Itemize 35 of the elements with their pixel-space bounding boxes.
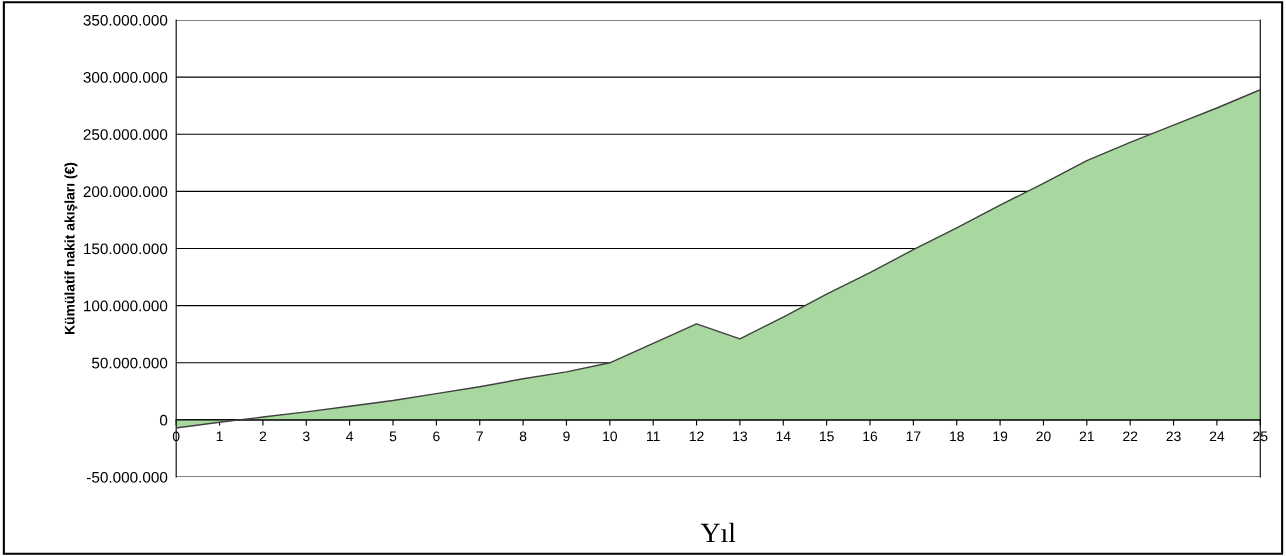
y-tick-label: 150.000.000 — [84, 243, 168, 255]
x-axis-title: Yıl — [700, 522, 736, 543]
x-tick-label: 13 — [733, 431, 748, 442]
x-tick-label: 3 — [302, 431, 310, 442]
x-tick-label: 19 — [993, 431, 1008, 442]
y-tick-label: 0 — [159, 414, 168, 426]
y-tick-label: 200.000.000 — [83, 186, 168, 198]
x-tick-label: 20 — [1036, 431, 1051, 442]
x-tick-label: 14 — [776, 431, 791, 442]
y-tick-label: 100.000.000 — [84, 300, 168, 312]
y-axis-title: Kümülatif nakit akışları (€) — [64, 162, 78, 335]
x-tick-label: 5 — [389, 431, 397, 442]
y-tick-label: -50.000.000 — [86, 471, 168, 483]
x-tick-label: 24 — [1209, 431, 1225, 442]
x-tick-label: 18 — [950, 431, 964, 442]
y-tick-label: 300.000.000 — [83, 72, 168, 83]
x-tick-label: 10 — [603, 431, 617, 442]
y-tick-label: 350.000.000 — [83, 14, 168, 26]
x-tick-label: 12 — [689, 431, 704, 442]
x-tick-label: 2 — [259, 431, 267, 442]
x-tick-label: 23 — [1166, 431, 1181, 442]
x-tick-label: 17 — [906, 431, 921, 442]
x-tick-label: 16 — [863, 431, 878, 442]
x-tick-label: 15 — [819, 431, 834, 442]
x-tick-label: 21 — [1079, 431, 1094, 442]
x-tick-label: 9 — [563, 431, 570, 442]
y-tick-label: 50.000.000 — [92, 357, 168, 369]
x-tick-label: 8 — [519, 431, 527, 442]
x-tick-label: 4 — [346, 431, 354, 442]
x-tick-label: 11 — [647, 431, 660, 442]
x-tick-label: 7 — [476, 431, 483, 442]
x-tick-label: 6 — [433, 431, 440, 442]
y-tick-label: 250.000.000 — [83, 129, 168, 140]
x-tick-label: 1 — [216, 431, 223, 442]
x-tick-label: 22 — [1123, 431, 1138, 442]
